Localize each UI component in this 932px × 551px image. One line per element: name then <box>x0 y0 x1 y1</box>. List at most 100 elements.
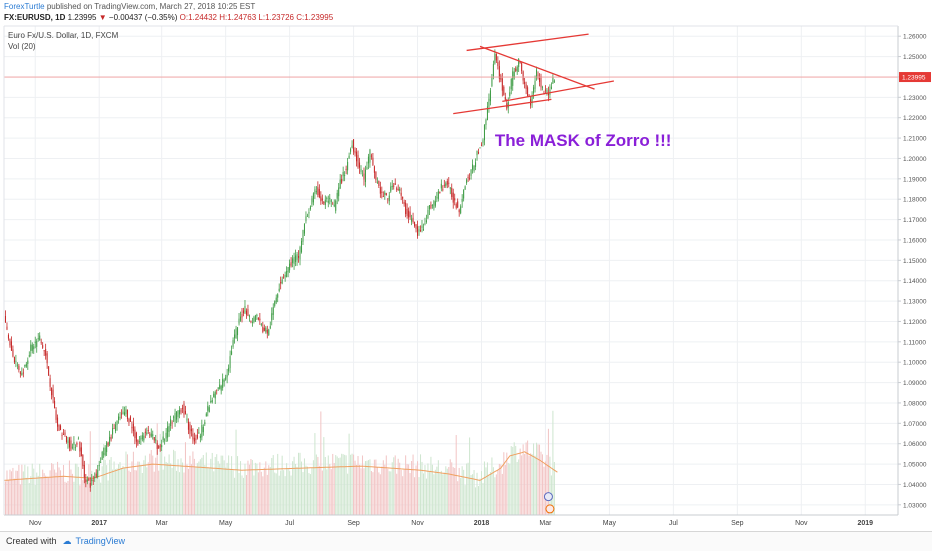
volume-bar <box>381 466 383 515</box>
volume-bar <box>394 455 396 515</box>
candle-body <box>71 446 73 448</box>
candle <box>272 303 274 320</box>
candle <box>156 440 158 455</box>
candle <box>58 424 60 431</box>
candle <box>19 370 21 378</box>
volume-bar <box>489 472 491 515</box>
candle-body <box>314 189 316 194</box>
candle <box>408 207 410 224</box>
candle-body <box>425 220 427 223</box>
volume-bar <box>52 464 54 515</box>
symbol-label[interactable]: FX:EURUSD, 1D <box>4 13 66 22</box>
volume-bar <box>521 455 523 515</box>
candle <box>427 205 429 220</box>
candle-body <box>287 267 289 273</box>
candle-body <box>123 412 126 415</box>
volume-bar <box>537 444 539 515</box>
volume-bar <box>479 478 481 515</box>
volume-bar <box>88 464 90 515</box>
candle-body <box>479 147 481 149</box>
price-chart[interactable]: The MASK of Zorro !!! 1.03000 1.04000 1.050… <box>0 0 932 530</box>
candle-body <box>466 179 468 184</box>
candle <box>320 191 322 205</box>
candle-body <box>140 438 142 440</box>
candle <box>37 333 39 342</box>
candle <box>463 189 465 202</box>
volume-bar <box>415 465 417 515</box>
volume-bar <box>257 472 259 515</box>
candle-body <box>195 438 197 440</box>
candle <box>167 421 169 442</box>
candle <box>109 430 111 447</box>
volume-bar <box>277 453 279 515</box>
candle-body <box>443 184 445 186</box>
candle <box>201 419 203 441</box>
candle <box>500 73 502 83</box>
volume-bar <box>547 428 549 515</box>
candle <box>64 429 66 437</box>
volume-bar <box>19 484 21 515</box>
candle <box>527 85 529 97</box>
candle <box>36 338 38 353</box>
candle-body <box>156 442 158 449</box>
candle-body <box>120 413 123 415</box>
volume-bar <box>223 460 225 515</box>
candle <box>128 417 130 426</box>
candle <box>274 300 276 308</box>
price-tick-label: 1.13000 <box>903 299 927 306</box>
candle <box>546 88 548 96</box>
candle-body <box>118 416 120 421</box>
volume-bar <box>251 460 253 515</box>
candle <box>247 304 249 317</box>
volume-bar <box>366 460 368 515</box>
volume-bar <box>109 459 111 515</box>
candle-body <box>232 339 234 347</box>
created-with-label: Created with <box>6 536 57 546</box>
price-tick-label: 1.20000 <box>903 156 927 163</box>
candle <box>348 152 350 159</box>
candle <box>512 67 514 91</box>
candle <box>421 219 423 233</box>
author-link[interactable]: ForexTurtle <box>4 2 45 11</box>
candle <box>400 187 402 201</box>
candle <box>204 419 206 427</box>
candle-body <box>308 212 310 214</box>
candle <box>147 425 149 434</box>
volume-bar <box>73 481 75 515</box>
candle <box>216 389 218 395</box>
candle <box>321 194 323 205</box>
candle <box>28 351 30 358</box>
volume-bar <box>433 474 435 515</box>
candle-body <box>138 441 140 443</box>
volume-bar <box>280 470 282 515</box>
candle <box>335 199 337 214</box>
volume-bar <box>360 468 362 515</box>
candle <box>76 441 78 448</box>
candle <box>91 474 93 486</box>
candle <box>409 206 411 220</box>
candle <box>443 179 445 188</box>
candle-body <box>274 301 276 306</box>
candle <box>498 60 500 83</box>
tradingview-brand[interactable]: TradingView <box>75 536 126 546</box>
time-tick-label: 2018 <box>474 520 490 527</box>
volume-bar <box>131 461 133 515</box>
candle-body <box>550 86 552 89</box>
candle <box>361 170 364 177</box>
candle <box>231 345 233 356</box>
candle-body <box>100 462 102 464</box>
volume-bar <box>430 456 432 515</box>
candle-body <box>109 436 111 445</box>
candle <box>239 311 242 322</box>
candle-body <box>321 198 323 201</box>
trendline-lower-channel <box>453 98 552 115</box>
candle <box>403 199 405 207</box>
candle-body <box>146 432 148 434</box>
candle <box>364 165 366 188</box>
candle <box>60 424 62 431</box>
candle-body <box>509 92 511 96</box>
candle-body <box>318 189 320 198</box>
candle <box>290 257 292 268</box>
candle-body <box>119 416 121 419</box>
candle-body <box>537 74 539 76</box>
